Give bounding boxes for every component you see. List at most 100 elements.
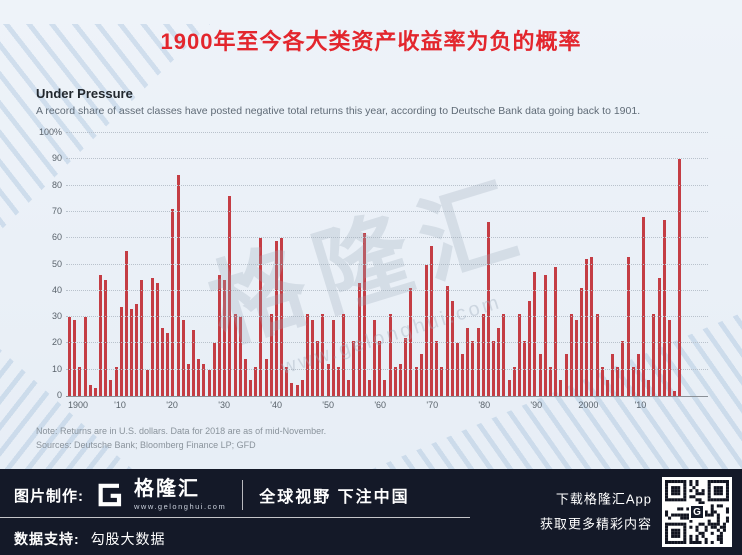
bar-1933 — [238, 317, 242, 396]
y-axis-label-30: 30 — [51, 311, 62, 322]
x-axis-label-1940: '40 — [270, 400, 282, 410]
chart-notes: Note: Returns are in U.S. dollars. Data … — [36, 424, 708, 453]
bar-1900 — [68, 317, 71, 396]
bar-1961 — [383, 380, 387, 396]
bar-1940 — [274, 240, 278, 396]
bar-1953 — [342, 314, 346, 396]
bar-1923 — [186, 364, 190, 396]
bar-1945 — [300, 380, 304, 396]
page-title: 1900年至今各大类资产收益率为负的概率 — [160, 29, 582, 54]
bar-1988 — [523, 340, 527, 396]
bar-2010 — [636, 353, 640, 396]
bar-1990 — [533, 272, 537, 396]
bar-2016 — [667, 319, 671, 396]
bar-2004 — [605, 380, 609, 396]
chart-card: Under Pressure A record share of asset c… — [36, 86, 708, 453]
bar-1967 — [414, 367, 418, 396]
y-axis-label-90: 90 — [51, 153, 62, 164]
bar-1979 — [476, 327, 480, 396]
chart-note-line2: Sources: Deutsche Bank; Bloomberg Financ… — [36, 440, 256, 451]
chart-heading: Under Pressure — [36, 86, 133, 101]
bar-1950 — [326, 364, 330, 396]
bar-1965 — [404, 338, 408, 396]
bar-1902 — [78, 367, 82, 396]
bar-1921 — [176, 175, 180, 396]
x-axis-label-2000: 2000 — [578, 400, 599, 410]
bar-1912 — [130, 309, 134, 396]
bar-1929 — [217, 275, 221, 396]
bar-1930 — [223, 280, 227, 396]
y-axis-label-20: 20 — [51, 337, 62, 348]
chart-note-line1: Note: Returns are in U.S. dollars. Data … — [36, 426, 327, 436]
bar-1968 — [419, 353, 423, 396]
bar-1907 — [104, 280, 108, 396]
bar-1978 — [471, 340, 475, 396]
bar-1913 — [135, 303, 139, 396]
bar-1948 — [316, 340, 320, 396]
x-axis-label-1960: '60 — [374, 400, 387, 410]
y-axis-label-0: 0 — [56, 390, 62, 400]
bar-1954 — [347, 380, 351, 396]
plot-area: 0 10 20 30 40 50 60 70 80 90 100% — [39, 127, 708, 400]
download-cta-block: 下载格隆汇App 获取更多精彩内容 — [540, 487, 652, 536]
bar-1938 — [264, 359, 268, 396]
bar-2011 — [642, 217, 646, 396]
bar-1936 — [254, 367, 258, 396]
x-axis-label-1990: '90 — [530, 400, 543, 410]
download-line2: 获取更多精彩内容 — [539, 516, 652, 531]
x-axis-label-1900: 1900 — [68, 400, 89, 410]
bar-1996 — [564, 353, 568, 396]
bar-2001 — [590, 256, 594, 396]
bar-1977 — [466, 327, 470, 396]
bar-1919 — [166, 332, 170, 396]
bar-1934 — [243, 359, 247, 396]
bar-1986 — [512, 367, 516, 396]
bar-1951 — [331, 319, 335, 396]
y-axis-label-10: 10 — [51, 363, 62, 374]
bar-2012 — [647, 380, 651, 396]
y-axis-label-40: 40 — [51, 284, 62, 295]
bar-1949 — [321, 314, 325, 396]
bar-1928 — [212, 343, 216, 396]
bar-2014 — [657, 277, 661, 396]
bar-2003 — [600, 367, 604, 396]
bar-1984 — [502, 314, 506, 396]
x-axis: 1900 '10 '20 '30 '40 '50 '60 '70 '80 '90 2000 '10 — [68, 400, 682, 414]
bar-1980 — [481, 314, 485, 396]
data-support-label: 数据支持: — [14, 531, 80, 547]
bar-1910 — [119, 306, 123, 396]
bar-1917 — [155, 282, 159, 396]
vertical-divider — [242, 480, 244, 510]
brand-url: www.gelonghui.com — [134, 502, 227, 511]
bar-1905 — [93, 388, 97, 396]
bar-1976 — [461, 353, 465, 396]
brand-slogan: 全球视野 下注中国 — [259, 489, 410, 506]
y-axis-label-100: 100% — [38, 127, 62, 137]
bar-2000 — [585, 259, 589, 396]
bar-1943 — [290, 382, 294, 396]
brand-text-block: 格隆汇 www.gelonghui.com — [134, 479, 226, 511]
bar-1914 — [140, 280, 144, 396]
bar-1993 — [548, 367, 552, 396]
bar-1911 — [124, 251, 128, 396]
data-support-row: 数据支持: 勾股大数据 — [14, 529, 410, 549]
gridline-10 — [66, 368, 708, 370]
bar-2002 — [595, 314, 599, 396]
bar-1985 — [507, 380, 511, 396]
footer-bar: 图片制作: 格隆汇 www.gelonghui.com 全球视野 下注中国 数据… — [0, 469, 742, 555]
bar-1998 — [574, 319, 578, 396]
bar-2017 — [673, 390, 677, 396]
y-axis-label-80: 80 — [51, 179, 62, 190]
bar-1991 — [538, 353, 542, 396]
bar-1925 — [197, 359, 201, 396]
brand-name: 格隆汇 — [134, 478, 200, 500]
bar-2015 — [662, 219, 666, 396]
gelonghui-logo-icon — [94, 480, 124, 510]
bar-1956 — [357, 282, 361, 396]
bar-2006 — [616, 367, 620, 396]
made-by-label: 图片制作: — [14, 487, 84, 505]
bar-1901 — [73, 319, 77, 396]
bar-2007 — [621, 340, 625, 396]
bar-1947 — [311, 319, 315, 396]
bar-1957 — [362, 232, 366, 396]
